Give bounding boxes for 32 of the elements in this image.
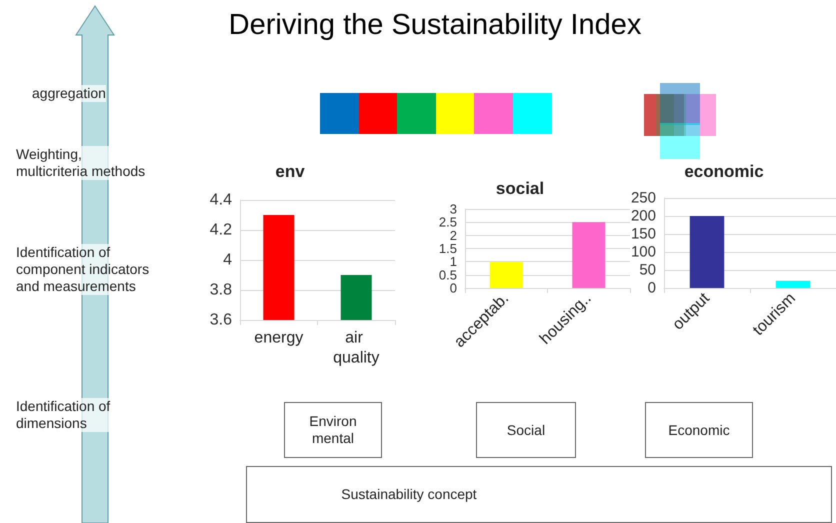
- text: Social: [506, 422, 546, 438]
- y-tick-label: 4.4: [210, 192, 232, 208]
- y-tick-label: 0: [648, 279, 656, 296]
- y-tick-label: 50: [639, 261, 656, 278]
- text: Identification of dimensions: [16, 398, 110, 432]
- chart-title: env: [275, 162, 306, 181]
- y-tick-label: 4: [223, 252, 232, 268]
- y-tick-label: 100: [630, 243, 656, 260]
- y-tick-label: 4.2: [210, 222, 232, 238]
- y-tick-label: 150: [630, 225, 656, 242]
- text: Economic: [668, 422, 730, 438]
- y-tick-label: 1.5: [438, 240, 457, 256]
- text: Sustainability concept: [341, 486, 477, 503]
- y-tick-label: 1: [450, 254, 457, 270]
- y-tick-label: 250: [630, 190, 656, 206]
- x-tick-label: energy: [254, 330, 304, 346]
- y-tick-label: 0.5: [438, 267, 457, 282]
- text: aggregation: [32, 85, 106, 102]
- text: Identification of component indicators and measurements: [16, 244, 150, 295]
- y-tick-label: 2: [450, 228, 457, 243]
- y-tick-label: 3.6: [210, 312, 232, 328]
- y-tick-label: 200: [630, 207, 656, 224]
- chart-title: social: [496, 179, 544, 198]
- y-tick-label: 2.5: [438, 214, 457, 230]
- y-tick-label: 0: [450, 280, 457, 296]
- x-tick-label: air quality: [333, 330, 380, 366]
- text: Deriving the Sustainability Index: [228, 8, 642, 42]
- chart-title: economic: [684, 162, 764, 181]
- text: Environ mental: [309, 413, 357, 447]
- y-tick-label: 3: [450, 202, 457, 216]
- y-tick-label: 3.8: [210, 282, 232, 298]
- text: Weighting, multicriteria methods: [16, 146, 146, 180]
